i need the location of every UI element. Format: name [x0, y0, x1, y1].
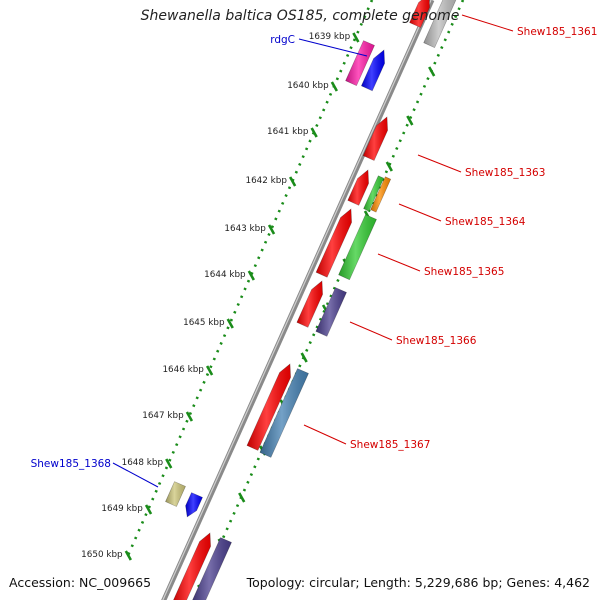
kbp-tick-label: 1649 kbp [101, 504, 143, 514]
kbp-tick-label: 1650 kbp [81, 550, 123, 560]
tick-mark-right [300, 352, 308, 363]
gene-label[interactable]: Shew185_1367 [350, 439, 430, 451]
tick-mark-left [165, 458, 173, 469]
gene-label-leader [303, 424, 347, 445]
gene-label-leader [398, 203, 442, 222]
gene-label-leader [112, 462, 159, 488]
kbp-tick-label: 1643 kbp [224, 224, 266, 234]
gene-red-1646 [246, 363, 291, 451]
gene-label-leader [461, 14, 514, 32]
gene-red-1642 [347, 169, 369, 206]
tick-mark-left [185, 411, 194, 422]
kbp-tick-label: 1642 kbp [245, 176, 287, 186]
backbone-highlight [162, 0, 432, 600]
gene-red-1650 [173, 532, 211, 600]
genome-title: Shewanella baltica OS185, complete genom… [140, 8, 460, 24]
kbp-tick-label: 1645 kbp [183, 318, 225, 328]
gene-label-leader [417, 154, 462, 173]
gene-blue-1649 [185, 492, 203, 518]
tick-mark-left [124, 550, 132, 561]
kbp-tick-label: 1648 kbp [122, 458, 164, 468]
tick-mark-right [238, 492, 246, 503]
gene-label[interactable]: Shew185_1368 [31, 458, 111, 470]
tick-mark-left [144, 504, 153, 515]
dotted-guide-lines [124, 0, 465, 593]
dotted-line-left [124, 0, 374, 561]
dotted-line-right [197, 0, 465, 593]
gene-shew185-1368 [165, 481, 186, 507]
tick-mark-left [288, 176, 297, 187]
gene-features [165, 0, 457, 600]
gene-label-leader [298, 38, 368, 57]
gene-shew185-1365 [338, 214, 377, 281]
kbp-tick-label: 1641 kbp [267, 127, 309, 137]
gene-label-leader [377, 253, 421, 272]
tick-mark-right [406, 115, 414, 126]
gene-red-1643 [315, 208, 352, 278]
gene-shew185-1361-gray [423, 0, 457, 48]
tick-mark-left [205, 365, 214, 376]
gene-green-1642 [363, 175, 385, 212]
tick-mark-left [226, 318, 234, 329]
tick-mark-left [330, 81, 338, 92]
genome-backbone [161, 0, 435, 600]
kbp-tick-label: 1640 kbp [287, 81, 329, 91]
gene-rdgc [345, 40, 375, 86]
tick-mark-left [310, 127, 318, 138]
gene-labels: Shew185_1361 rdgC Shew185_1363 Shew185_1364… [31, 14, 597, 488]
gene-shew185-1364 [370, 176, 392, 213]
gene-label[interactable]: Shew185_1366 [396, 335, 477, 347]
gene-shew185-1367 [259, 368, 309, 458]
gene-shew185-1363 [362, 116, 388, 161]
gene-label[interactable]: Shew185_1364 [445, 216, 526, 228]
gene-label[interactable]: Shew185_1363 [465, 167, 545, 179]
tick-mark-right [385, 161, 393, 172]
accession-text: Accession: NC_009665 [9, 575, 152, 590]
gene-label[interactable]: Shew185_1365 [424, 266, 504, 278]
gene-label[interactable]: rdgC [270, 34, 295, 46]
tick-mark-left [352, 32, 360, 43]
gene-blue-1640 [361, 49, 385, 92]
tick-mark-right [428, 66, 436, 77]
gene-shew185-1361-red [409, 0, 430, 28]
kbp-tick-label: 1646 kbp [162, 365, 204, 375]
tick-mark-left [247, 270, 255, 281]
topology-text: Topology: circular; Length: 5,229,686 bp… [246, 575, 590, 590]
backbone-line [161, 0, 435, 600]
gene-label[interactable]: Shew185_1361 [517, 26, 597, 38]
kbp-tick-label: 1639 kbp [309, 32, 351, 42]
gene-red-1645 [296, 280, 323, 328]
gene-purple-1650 [192, 537, 232, 600]
kbp-tick-label: 1647 kbp [142, 411, 184, 421]
gene-label-leader [349, 321, 393, 341]
gene-shew185-1366 [315, 287, 347, 337]
kbp-tick-label: 1644 kbp [204, 270, 246, 280]
tick-mark-left [267, 224, 276, 235]
